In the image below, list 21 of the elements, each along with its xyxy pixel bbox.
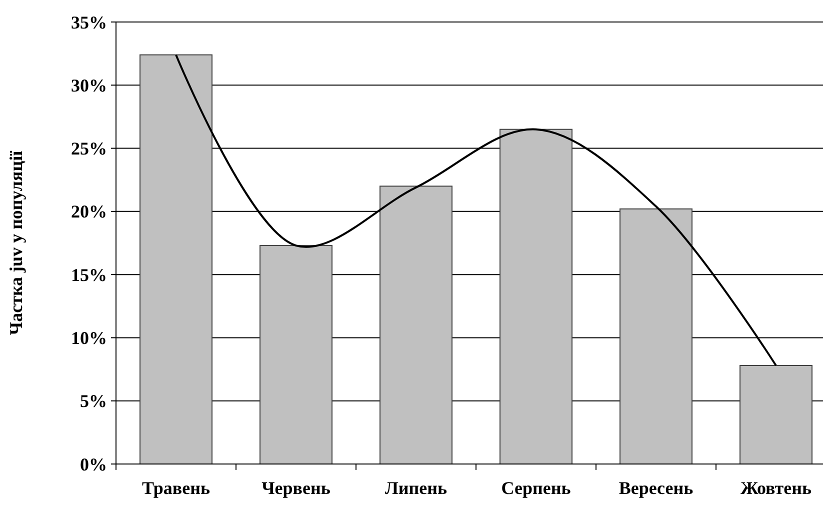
y-tick-label: 15% bbox=[71, 264, 107, 285]
bar bbox=[380, 186, 452, 464]
bar bbox=[140, 54, 212, 464]
x-tick-label: Серпень bbox=[501, 478, 572, 498]
y-tick-label: 30% bbox=[71, 75, 107, 96]
x-tick-label: Липень bbox=[384, 478, 448, 498]
bar bbox=[500, 128, 572, 464]
y-tick-label: 35% bbox=[71, 12, 107, 32]
x-tick-label: Травень bbox=[142, 478, 210, 498]
bar bbox=[620, 208, 692, 464]
y-tick-label: 10% bbox=[71, 328, 107, 348]
y-tick-label: 5% bbox=[80, 391, 107, 412]
y-tick-label: 25% bbox=[71, 138, 107, 159]
bar bbox=[740, 364, 812, 464]
y-tick-label: 20% bbox=[71, 202, 107, 222]
y-axis-title: Частка juv у популяції bbox=[6, 150, 26, 336]
y-tick-label: 0% bbox=[80, 454, 107, 474]
x-tick-label: Вересень bbox=[618, 478, 694, 498]
x-tick-label: Червень bbox=[262, 478, 331, 498]
bar bbox=[260, 245, 332, 464]
x-tick-label: Жовтень bbox=[740, 478, 812, 498]
